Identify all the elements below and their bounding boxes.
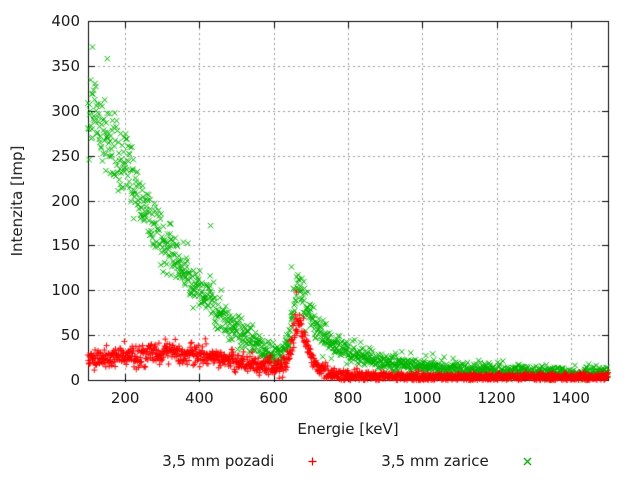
legend-label-zarice: 3,5 mm zarice [381,452,489,470]
x-tick-label: 400 [185,389,214,407]
legend-entry-zarice: 3,5 mm zarice [381,452,534,470]
x-tick-label: 200 [110,389,140,407]
legend-entry-pozadi: 3,5 mm pozadi [162,452,319,470]
y-tick-label: 300 [51,101,80,120]
y-tick-label: 50 [60,326,80,345]
cross-marker-icon [523,457,532,465]
y-tick-label: 350 [51,56,80,75]
x-axis-title: Energie [keV] [297,420,399,438]
y-tick-label: 250 [51,146,80,165]
x-tick-label: 600 [259,389,289,407]
legend: 3,5 mm pozadi 3,5 mm zarice [88,452,608,470]
x-tick-label: 800 [333,389,363,407]
y-tick-label: 400 [51,12,80,30]
x-tick-label: 1400 [551,389,590,407]
y-tick-label: 150 [51,236,80,255]
y-tick-label: 100 [51,281,80,300]
y-tick-label: 0 [70,371,80,389]
x-tick-label: 1200 [477,389,516,407]
legend-label-pozadi: 3,5 mm pozadi [162,452,275,470]
y-tick-label: 200 [51,191,80,210]
x-tick-label: 1000 [403,389,442,407]
plus-marker-icon [308,457,317,465]
